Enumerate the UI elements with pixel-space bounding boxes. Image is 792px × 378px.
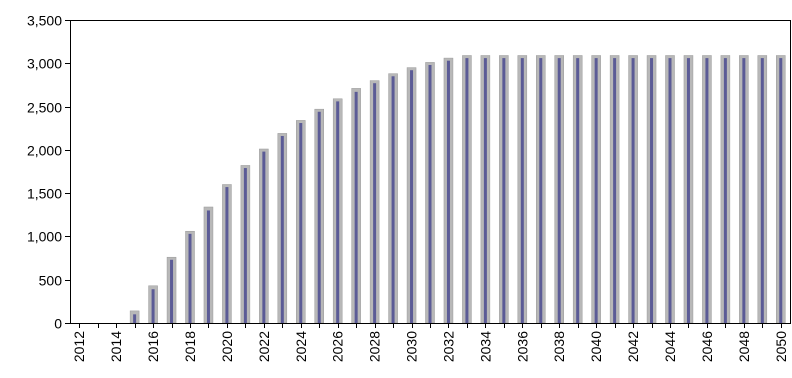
x-tick-label-2028: 2028 [367, 331, 383, 362]
x-tick-label-2038: 2038 [551, 331, 567, 362]
bar-inner-2016 [151, 289, 155, 323]
bar-inner-2025 [317, 111, 321, 324]
bar-inner-2023 [280, 136, 284, 323]
x-tick-label-2048: 2048 [736, 331, 752, 362]
y-axis: 0 500 1,000 1,500 2,000 2,500 3,000 3,500 [27, 13, 71, 332]
bar-inner-2020 [225, 187, 229, 323]
bar-inner-2033 [465, 58, 469, 324]
x-tick-label-2050: 2050 [773, 331, 789, 362]
bar-inner-2040 [594, 58, 598, 324]
bar-inner-2031 [428, 65, 432, 324]
bar-inner-2037 [539, 58, 543, 324]
bar-inner-2018 [188, 233, 192, 323]
y-tick-label-3500: 3,500 [27, 13, 62, 29]
y-tick-label-0: 0 [54, 316, 62, 332]
bar-inner-2022 [262, 151, 266, 323]
x-tick-label-2026: 2026 [330, 331, 346, 362]
y-tick-label-2000: 2,000 [27, 143, 62, 159]
bar-inner-2039 [576, 58, 580, 324]
y-tick-label-2500: 2,500 [27, 100, 62, 116]
bar-inner-2044 [668, 58, 672, 324]
bar-inner-2024 [299, 123, 303, 324]
bar-inner-2034 [483, 58, 487, 324]
x-tick-label-2018: 2018 [182, 331, 198, 362]
bar-inner-2046 [705, 58, 709, 324]
x-tick-label-2012: 2012 [71, 331, 87, 362]
bar-inner-2027 [354, 91, 358, 323]
bar-inner-2029 [391, 76, 395, 324]
bar-inner-2049 [760, 58, 764, 324]
x-tick-label-2022: 2022 [256, 331, 272, 362]
bar-inner-2048 [742, 58, 746, 324]
y-tick-label-1000: 1,000 [27, 229, 62, 245]
x-tick-label-2040: 2040 [588, 331, 604, 362]
bar-inner-2035 [502, 58, 506, 324]
bar-inner-2017 [170, 259, 174, 323]
bar-inner-2042 [631, 58, 635, 324]
bar-inner-2038 [557, 58, 561, 324]
x-tick-label-2044: 2044 [662, 331, 678, 362]
x-tick-label-2046: 2046 [699, 331, 715, 362]
bar-inner-2026 [336, 101, 340, 323]
bar-inner-2028 [373, 83, 377, 323]
x-tick-label-2024: 2024 [293, 331, 309, 362]
bar-inner-2047 [723, 58, 727, 324]
bar-inner-2032 [446, 60, 450, 323]
y-tick-label-3000: 3,000 [27, 56, 62, 72]
bar-inner-2036 [520, 58, 524, 324]
bar-inner-2043 [650, 58, 654, 324]
x-tick-label-2020: 2020 [219, 331, 235, 362]
x-axis: 2012 2014 2016 2018 2020 2022 2024 2026 2028 2030… [70, 323, 790, 362]
bar-inner-2021 [243, 168, 247, 323]
bar-inner-2030 [410, 70, 414, 324]
y-tick-label-500: 500 [39, 273, 63, 289]
x-tick-label-2016: 2016 [145, 331, 161, 362]
x-tick-label-2030: 2030 [404, 331, 420, 362]
x-tick-label-2042: 2042 [625, 331, 641, 362]
x-tick-label-2036: 2036 [514, 331, 530, 362]
bar-inner-2050 [779, 58, 783, 324]
y-tick-label-1500: 1,500 [27, 186, 62, 202]
x-tick-label-2032: 2032 [440, 331, 456, 362]
bar-inner-2019 [206, 210, 210, 323]
x-tick-label-2034: 2034 [477, 331, 493, 362]
x-tick-label-2014: 2014 [108, 331, 124, 362]
bar-inner-2015 [133, 314, 137, 323]
bar-inner-2041 [613, 58, 617, 324]
bar-layer [129, 55, 786, 324]
bar-inner-2045 [686, 58, 690, 324]
